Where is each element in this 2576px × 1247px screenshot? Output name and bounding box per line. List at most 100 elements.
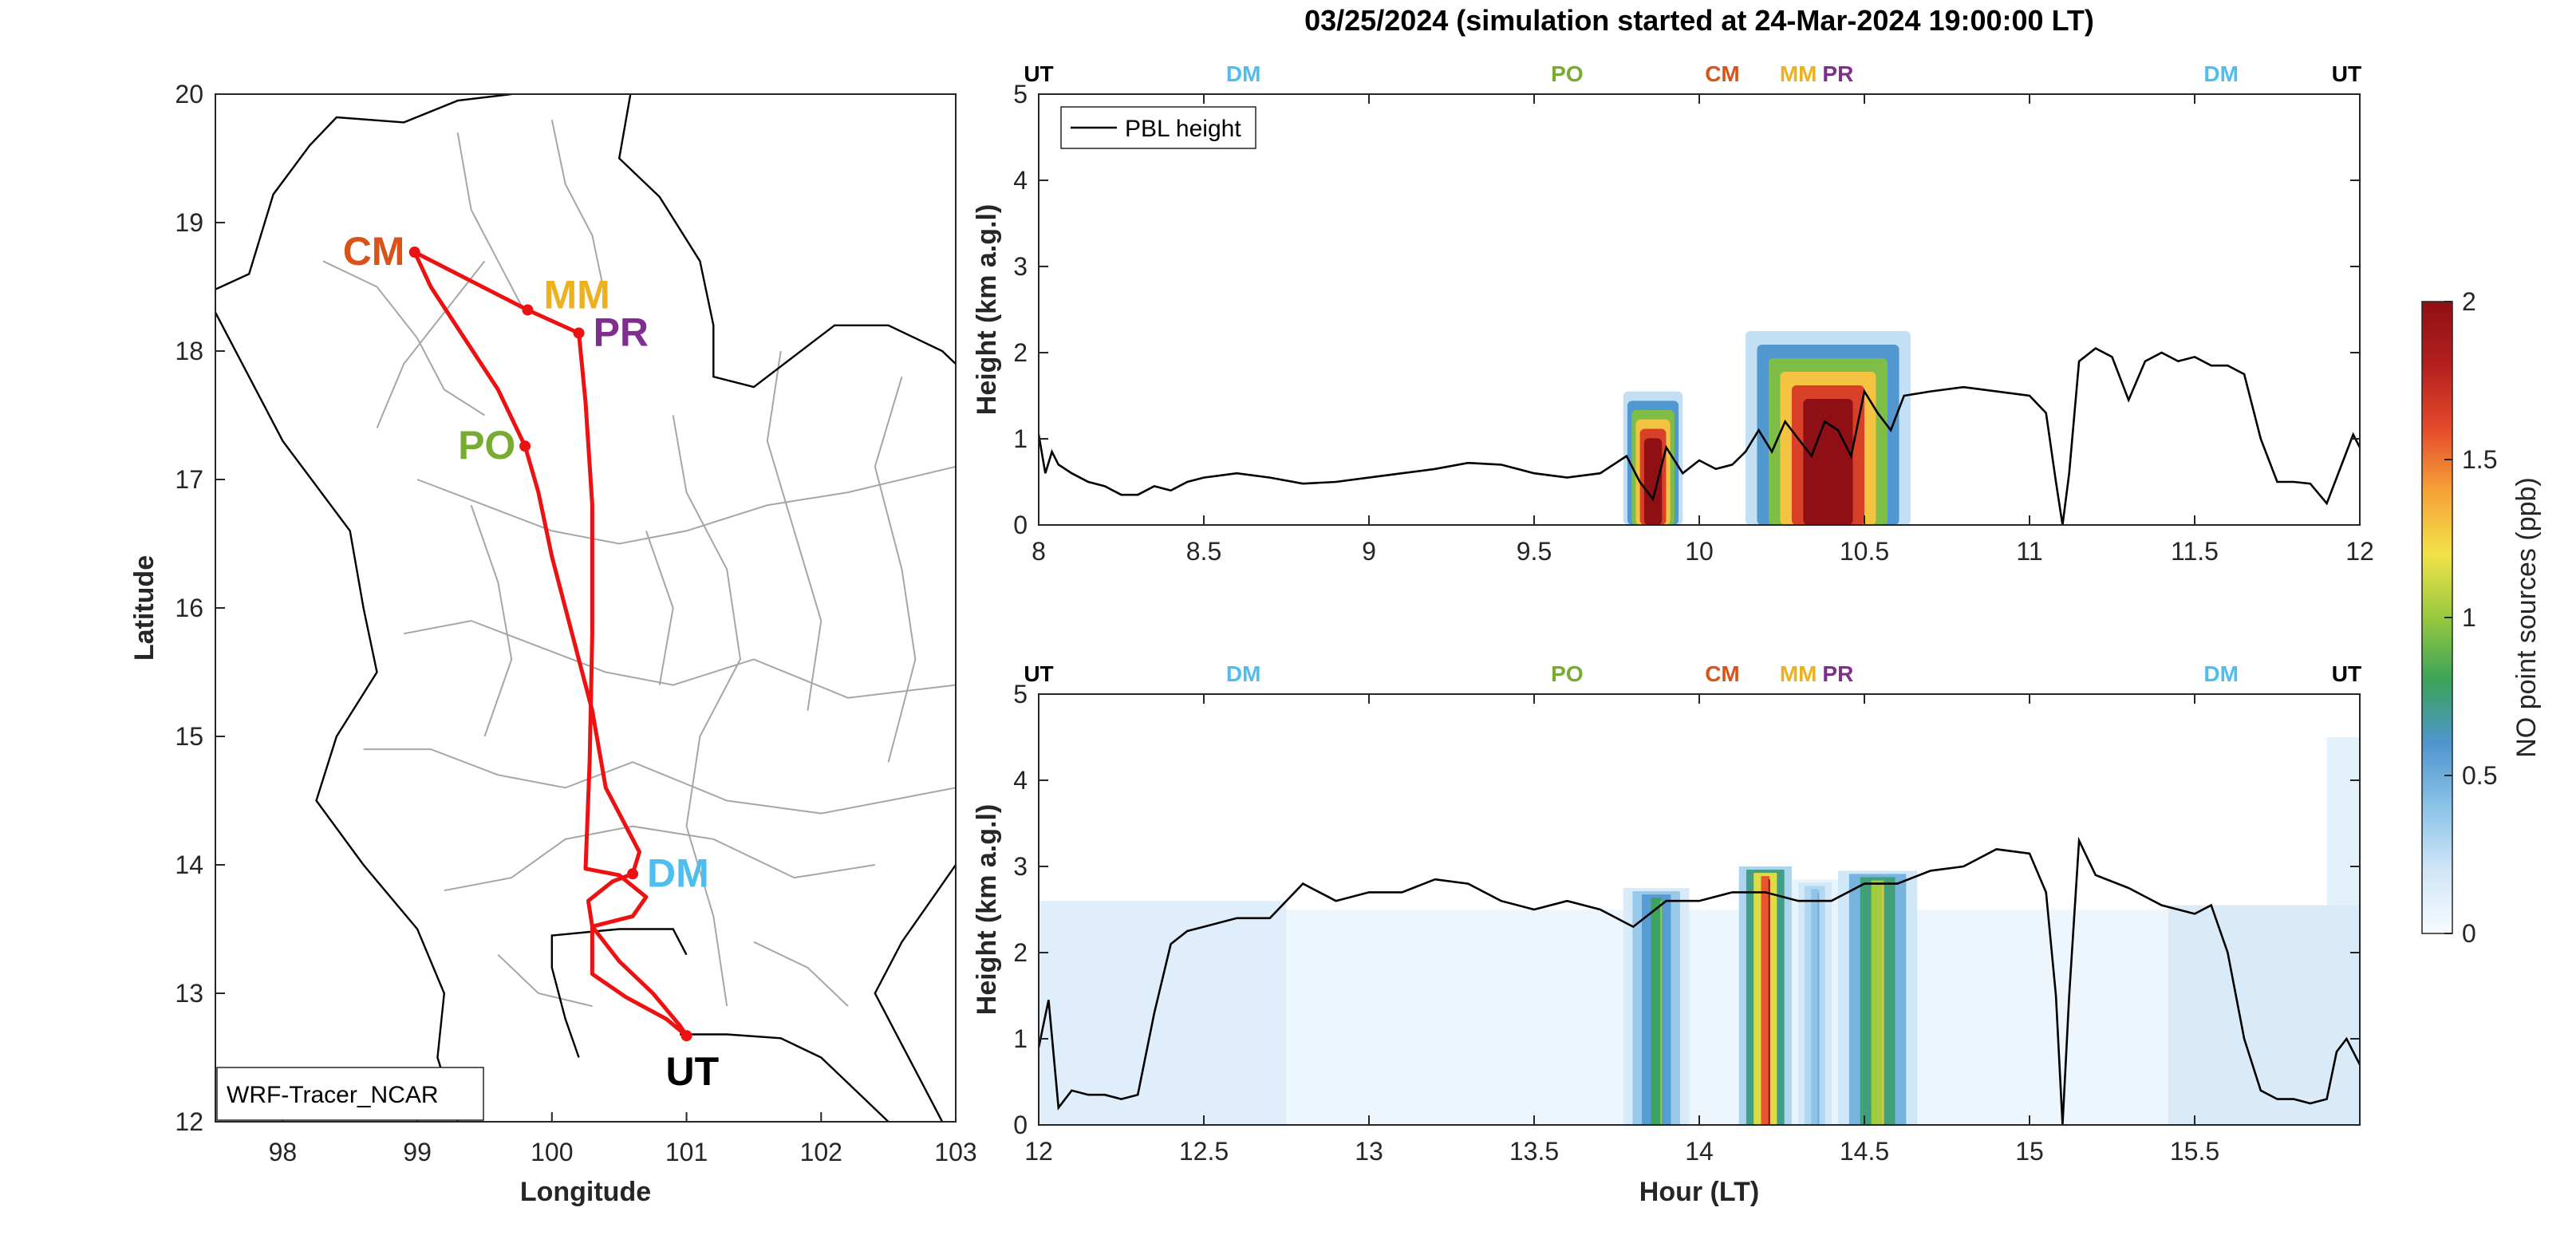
map-xtick-label-0: 98	[269, 1138, 298, 1166]
bottom-ytick-label-1: 1	[1013, 1024, 1028, 1053]
station-marker-cm	[408, 247, 420, 258]
bottom-band-1-layer-4	[1768, 879, 1770, 1125]
bottom-station-label-7: UT	[2332, 661, 2361, 686]
figure-title: 03/25/2024 (simulation started at 24-Mar…	[1304, 4, 2094, 37]
bottom-background-wash-3	[2326, 737, 2360, 906]
flight-route	[412, 250, 688, 1038]
top-xtick-label-7: 11.5	[2171, 537, 2219, 566]
map-xlabel: Longitude	[520, 1177, 651, 1207]
bottom-background-wash-2	[2168, 905, 2360, 1125]
station-marker-pr	[573, 327, 585, 339]
bottom-xtick-label-6: 15	[2015, 1137, 2044, 1166]
top-legend: PBL height	[1060, 106, 1256, 149]
bottom-station-label-6: DM	[2203, 661, 2239, 686]
map-ytick-label-2: 14	[175, 850, 203, 879]
station-label-po: PO	[458, 423, 515, 468]
map-ytick-label-7: 19	[175, 208, 203, 237]
top-station-label-4: MM	[1780, 61, 1817, 86]
top-ytick-label-1: 1	[1013, 424, 1028, 453]
bottom-band-2-layer-4	[1817, 892, 1820, 1125]
province-boundary-0	[322, 260, 486, 416]
top-legend-label: PBL height	[1125, 116, 1241, 142]
map-xtick-label-1: 99	[403, 1138, 432, 1166]
station-marker-dm	[627, 868, 639, 880]
map-ytick-label-1: 13	[175, 979, 203, 1008]
top-xtick-label-3: 9.5	[1517, 537, 1552, 566]
bottom-band-1-layer-3	[1761, 876, 1770, 1125]
map-coast	[550, 928, 688, 1058]
colorbar-tick-label-2: 1	[2462, 603, 2476, 632]
station-label-cm: CM	[343, 229, 405, 274]
bottom-ytick-label-0: 0	[1013, 1111, 1028, 1139]
bottom-pbl-line	[1039, 836, 2360, 1125]
province-boundary-6	[444, 825, 875, 892]
station-marker-po	[519, 440, 531, 452]
top-xtick-label-6: 11	[2016, 537, 2042, 566]
bottom-xtick-label-4: 14	[1685, 1137, 1714, 1166]
colorbar-panel: 0 0.5 1 1.5 2 NO point sources (ppb)	[2421, 287, 2542, 948]
colorbar-tick-label-4: 2	[2462, 287, 2476, 316]
map-xtick-label-3: 101	[665, 1138, 708, 1166]
top-station-label-7: UT	[2332, 61, 2361, 86]
bottom-xtick-label-2: 13	[1355, 1137, 1383, 1166]
colorbar-tick-label-1: 0.5	[2462, 761, 2497, 790]
bottom-xtick-label-1: 12.5	[1179, 1137, 1229, 1166]
province-boundary-12	[645, 531, 674, 685]
top-xtick-label-1: 8.5	[1186, 537, 1221, 566]
bottom-band-0-layer-3	[1651, 898, 1662, 1125]
top-xtick-label-5: 10.5	[1840, 537, 1889, 566]
province-boundary-4	[404, 620, 956, 699]
top-station-label-3: CM	[1705, 61, 1740, 86]
bottom-tracer-field	[1039, 737, 2360, 1125]
province-boundary-2	[550, 119, 607, 300]
map-ytick-label-0: 12	[175, 1107, 203, 1136]
bottom-station-label-2: PO	[1551, 661, 1583, 686]
map-source-label: WRF-Tracer_NCAR	[227, 1082, 439, 1108]
colorbar-ticks: 0 0.5 1 1.5 2	[2444, 287, 2497, 948]
map-xtick-label-5: 103	[934, 1138, 976, 1166]
station-label-mm: MM	[543, 272, 609, 317]
map-source-box-frame	[216, 1067, 484, 1121]
map-ytick-label-3: 15	[175, 722, 203, 751]
bottom-xtick-label-5: 14.5	[1840, 1137, 1889, 1166]
province-boundary-5	[363, 748, 956, 815]
province-boundary-9	[766, 350, 823, 711]
province-boundary-7	[672, 415, 742, 1007]
map-axes-background	[215, 94, 956, 1122]
bottom-xtick-label-7: 15.5	[2170, 1137, 2219, 1166]
bottom-background-wash-1	[1286, 910, 2168, 1125]
top-xtick-label-0: 8	[1032, 537, 1046, 566]
top-station-label-2: PO	[1551, 61, 1583, 86]
bottom-ytick-label-4: 4	[1013, 766, 1028, 795]
map-coast-east	[680, 1033, 890, 1122]
top-ytick-label-2: 2	[1013, 338, 1028, 367]
top-station-label-5: PR	[1822, 61, 1853, 86]
map-ytick-label-8: 20	[175, 80, 203, 109]
station-marker-mm	[522, 304, 534, 316]
province-boundary-13	[753, 941, 849, 1007]
bottom-xtick-label-3: 13.5	[1509, 1137, 1559, 1166]
map-ytick-label-6: 18	[175, 337, 203, 365]
bottom-band-3-layer-4	[1882, 883, 1884, 1125]
map-xtick-label-4: 102	[800, 1138, 842, 1166]
top-ytick-label-3: 3	[1013, 252, 1028, 281]
bottom-band-0-layer-4	[1660, 901, 1663, 1125]
colorbar-label: NO point sources (ppb)	[2511, 477, 2542, 758]
colorbar-tick-label-0: 0	[2462, 919, 2476, 948]
bottom-xlabel: Hour (LT)	[1639, 1177, 1759, 1207]
top-plume-1-layer-5	[1803, 399, 1853, 525]
bottom-ytick-label-3: 3	[1013, 852, 1028, 881]
top-station-labels: UT DM PO CM MM PR DM UT	[1024, 61, 2361, 86]
colorbar-tick-label-3: 1.5	[2462, 445, 2497, 474]
bottom-ytick-label-2: 2	[1013, 938, 1028, 967]
bottom-station-label-0: UT	[1024, 661, 1053, 686]
top-station-label-0: UT	[1024, 61, 1053, 86]
map-ytick-label-4: 16	[175, 594, 203, 622]
map-source-box: WRF-Tracer_NCAR	[216, 1067, 484, 1121]
province-boundary-10	[874, 376, 917, 763]
